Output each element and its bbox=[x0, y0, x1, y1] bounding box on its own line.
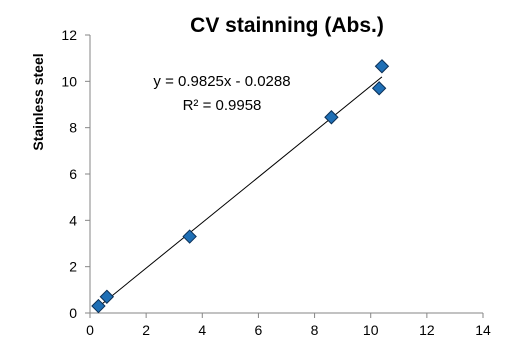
y-tick-label: 6 bbox=[69, 166, 77, 182]
x-tick-label: 0 bbox=[86, 322, 94, 338]
data-point-diamond bbox=[91, 298, 106, 314]
y-tick-label: 12 bbox=[61, 27, 77, 43]
data-point-diamond bbox=[324, 110, 339, 125]
y-tick-label: 8 bbox=[69, 120, 77, 136]
x-tick-label: 6 bbox=[255, 322, 263, 338]
x-tick-label: 2 bbox=[142, 322, 150, 338]
trendline-r-squared: R² = 0.9958 bbox=[183, 97, 262, 114]
y-tick-label: 0 bbox=[69, 305, 77, 321]
x-tick-label: 4 bbox=[198, 322, 206, 338]
x-tick-label: 12 bbox=[419, 322, 435, 338]
y-tick-label: 4 bbox=[69, 212, 77, 228]
x-tick-label: 10 bbox=[363, 322, 379, 338]
data-points bbox=[91, 59, 390, 314]
y-tick-label: 10 bbox=[61, 73, 77, 89]
data-point-diamond bbox=[99, 289, 115, 304]
x-tick-label: 8 bbox=[311, 322, 319, 338]
y-tick-label: 2 bbox=[69, 259, 77, 275]
trendline-equation: y = 0.9825x - 0.0288 bbox=[153, 73, 290, 90]
data-point-diamond bbox=[371, 81, 387, 96]
data-point-diamond bbox=[182, 229, 197, 244]
data-point-diamond bbox=[374, 59, 390, 74]
axes bbox=[85, 34, 484, 318]
chart-title: CV stainning (Abs.) bbox=[190, 14, 384, 37]
tick-labels: 0 2 4 6 8 10 12 0 2 4 6 8 10 12 14 bbox=[61, 27, 491, 338]
x-tick-label: 14 bbox=[475, 322, 491, 338]
y-axis-label: Stainless steel bbox=[30, 53, 46, 150]
